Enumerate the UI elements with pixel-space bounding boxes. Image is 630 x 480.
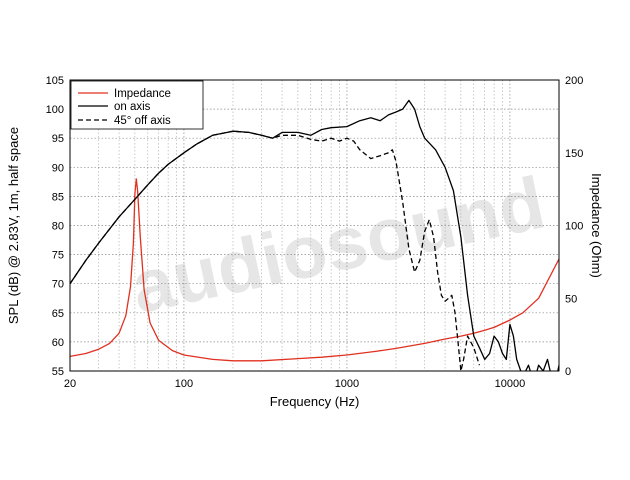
x-tick-label: 20 [64,378,76,390]
y-axis-title: SPL (dB) @ 2.83V, 1m, half space [6,127,21,324]
y-tick-label: 65 [52,308,64,320]
x-tick-label: 100 [175,378,193,390]
y-tick-label: 80 [52,221,64,233]
y2-tick-label: 0 [565,366,571,378]
y2-tick-label: 100 [565,221,583,233]
y-tick-label: 85 [52,191,64,203]
series-line-impedance [70,178,559,362]
series-group [70,99,559,371]
y-tick-label: 95 [52,133,64,145]
legend-label-on-axis: on axis [114,101,151,113]
watermark: audiosound [124,161,551,329]
y-tick-label: 90 [52,162,64,174]
y2-tick-label: 50 [565,293,577,305]
watermark-text: audiosound [124,161,551,329]
legend-label-off-axis: 45° off axis [114,115,171,127]
series-line-45-off-axis [70,130,481,371]
y2-tick-label: 150 [565,148,583,160]
y-tick-label: 105 [46,75,64,87]
grid [70,80,559,371]
y2-tick-label: 200 [565,75,583,87]
y2-axis-title: Impedance (Ohm) [589,173,604,278]
y-tick-label: 70 [52,279,64,291]
x-axis-title: Frequency (Hz) [270,394,360,409]
plot-frame [69,79,560,372]
y-tick-label: 100 [46,104,64,116]
x-tick-label: 1000 [335,378,359,390]
tick-labels: 55 60 65 70 75 80 85 90 95 100 105 0 50 100 150 200 20 10… [46,75,584,390]
legend: Impedance on axis 45° off axis [70,80,204,130]
legend-box [70,80,204,130]
x-tick-label: 10000 [495,378,526,390]
legend-label-impedance: Impedance [114,88,171,100]
y-tick-label: 55 [52,366,64,378]
y-tick-label: 75 [52,250,64,262]
y-tick-label: 60 [52,337,64,349]
